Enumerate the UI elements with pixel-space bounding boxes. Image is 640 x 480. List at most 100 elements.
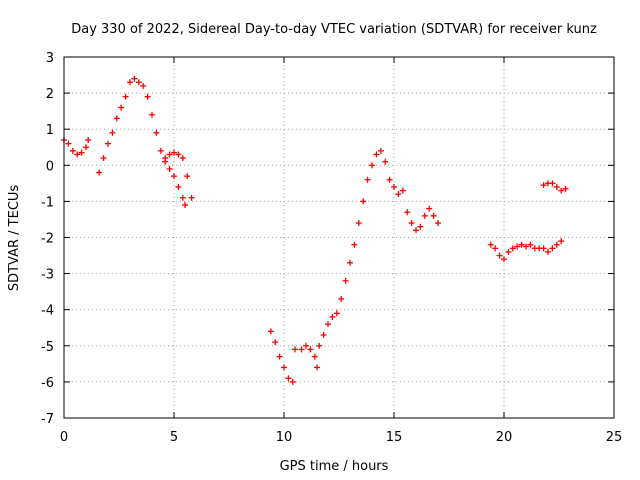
data-point — [435, 220, 441, 227]
data-point — [342, 277, 349, 284]
data-point — [395, 191, 402, 198]
data-point — [179, 155, 186, 162]
data-point — [276, 353, 283, 360]
y-tick-label: -4 — [41, 304, 54, 319]
data-point — [289, 378, 296, 385]
data-point — [430, 212, 437, 219]
data-point — [391, 183, 397, 190]
data-point — [549, 180, 556, 187]
data-point — [399, 187, 406, 194]
data-point — [527, 241, 534, 248]
data-point — [188, 194, 195, 201]
y-tick-label: -3 — [41, 268, 54, 283]
x-tick-label: 10 — [276, 430, 293, 445]
data-point — [320, 331, 327, 338]
data-point — [505, 248, 512, 255]
y-tick-label: 0 — [46, 159, 54, 174]
data-point — [523, 243, 529, 250]
x-tick-label: 15 — [386, 430, 403, 445]
data-point — [105, 140, 111, 147]
x-tick-label: 20 — [496, 430, 513, 445]
data-point — [175, 151, 182, 158]
data-point — [355, 220, 362, 227]
data-point — [175, 183, 182, 190]
data-point — [540, 182, 547, 189]
data-point — [311, 353, 318, 360]
y-tick-label: -7 — [41, 412, 54, 427]
data-point — [179, 194, 186, 201]
data-point — [314, 364, 320, 371]
data-point — [298, 346, 305, 353]
data-point — [329, 313, 336, 320]
data-point — [558, 187, 565, 194]
data-point — [303, 342, 309, 349]
data-point — [69, 147, 76, 154]
data-point — [118, 104, 125, 111]
data-point — [553, 241, 560, 248]
data-point — [157, 147, 164, 154]
data-point — [65, 140, 72, 147]
data-point — [426, 205, 433, 212]
data-point — [285, 375, 292, 382]
data-point — [501, 256, 507, 263]
data-point — [78, 149, 85, 156]
data-point — [325, 321, 331, 328]
y-tick-label: -1 — [41, 195, 54, 210]
data-point — [171, 149, 177, 156]
data-point — [382, 158, 389, 165]
y-tick-label: -2 — [41, 232, 54, 247]
data-point — [171, 173, 177, 180]
data-points — [61, 75, 569, 385]
data-point — [153, 129, 160, 136]
y-tick-label: -6 — [41, 376, 54, 391]
data-point — [74, 151, 81, 158]
data-point — [496, 252, 503, 259]
data-point — [307, 346, 314, 353]
data-point — [347, 259, 353, 266]
data-point — [333, 310, 340, 317]
data-point — [316, 342, 323, 349]
data-point — [509, 245, 516, 252]
data-point — [162, 155, 169, 162]
data-point — [122, 93, 129, 100]
data-point — [166, 165, 173, 172]
y-tick-label: 1 — [46, 123, 54, 138]
data-point — [292, 346, 298, 353]
y-tick-label: 3 — [46, 51, 54, 66]
data-point — [562, 185, 569, 192]
data-point — [131, 75, 138, 82]
y-tick-label: -5 — [41, 340, 54, 355]
chart-title: Day 330 of 2022, Sidereal Day-to-day VTE… — [71, 22, 597, 37]
x-axis-label: GPS time / hours — [280, 459, 389, 474]
data-point — [85, 137, 92, 144]
data-point — [386, 176, 393, 183]
x-tick-label: 0 — [60, 430, 68, 445]
data-point — [149, 111, 155, 118]
data-point — [553, 183, 560, 190]
data-point — [540, 245, 547, 252]
plot-frame — [63, 56, 615, 419]
data-point — [182, 202, 188, 209]
data-point — [545, 248, 551, 255]
data-point — [549, 245, 556, 252]
data-point — [83, 144, 89, 151]
data-point — [369, 162, 375, 169]
data-point — [487, 241, 494, 248]
y-axis-label: SDTVAR / TECUs — [7, 185, 22, 292]
data-point — [364, 176, 371, 183]
data-point — [404, 209, 411, 216]
data-point — [492, 245, 499, 252]
data-point — [360, 198, 367, 205]
data-point — [558, 238, 565, 245]
data-point — [413, 227, 419, 234]
data-point — [351, 241, 358, 248]
grid — [64, 57, 614, 418]
axes: 0 5 10 15 20 25 -7 -6 -5 -4 -3 -2 -1 0 1 2 3 — [41, 51, 622, 445]
data-point — [514, 243, 521, 250]
data-point — [281, 364, 287, 371]
x-tick-label: 25 — [606, 430, 623, 445]
data-point — [135, 79, 142, 86]
data-point — [417, 223, 424, 230]
data-point — [127, 79, 133, 86]
data-point — [100, 155, 107, 162]
